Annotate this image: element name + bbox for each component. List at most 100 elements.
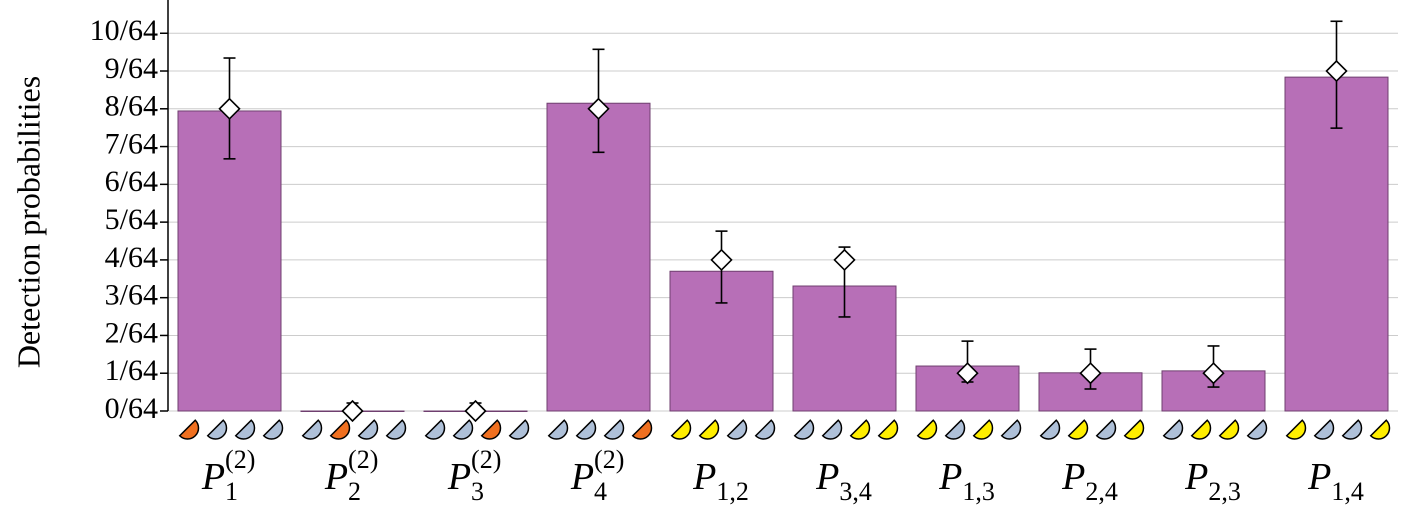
category-subscript: 2 (348, 477, 361, 506)
detector-icon (754, 419, 776, 440)
detector-icon (916, 419, 938, 440)
category-subscript: 1,4 (1331, 477, 1364, 506)
category-subscript: 1 (225, 477, 238, 506)
detector-icon (329, 419, 351, 440)
category-subscript: 4 (594, 477, 607, 506)
theory-marker (710, 248, 733, 272)
detector-icon (1369, 419, 1391, 440)
x-tick-label: P4 (2) (570, 445, 625, 506)
theory-marker (833, 248, 856, 272)
category-base: P (815, 456, 839, 498)
detector-icon (1313, 419, 1335, 440)
y-axis-title: Detection probabilities (10, 76, 46, 368)
x-tick-label: P1,4 (1307, 456, 1364, 506)
category-base: P (1061, 456, 1085, 498)
category-base: P (324, 456, 348, 498)
category-superscript: (2) (348, 445, 378, 474)
detector-icon (424, 419, 446, 440)
category-base: P (692, 456, 716, 498)
detector-icon (547, 419, 569, 440)
detector-icon (877, 419, 899, 440)
theory-marker (1079, 362, 1102, 385)
category-base: P (938, 456, 962, 498)
category-superscript: (2) (594, 445, 624, 474)
y-tick-label: 1/64 (105, 354, 158, 387)
detector-icon (1095, 419, 1117, 440)
detector-icon (385, 419, 407, 440)
detector-icon (1285, 419, 1307, 440)
bar (546, 102, 651, 412)
detector-icon (206, 419, 228, 440)
category-subscript: 2,3 (1208, 477, 1241, 506)
detector-icon (1246, 419, 1268, 440)
theory-marker (587, 97, 610, 120)
category-subscript: 1,2 (716, 477, 749, 506)
y-tick-label: 6/64 (105, 165, 158, 198)
detector-icon (301, 419, 323, 440)
category-base: P (1307, 456, 1331, 498)
detector-icon (726, 419, 748, 440)
category-base: P (1184, 456, 1208, 498)
detector-icon (631, 419, 653, 440)
category-subscript: 3,4 (839, 477, 872, 506)
category-subscript: 2,4 (1085, 477, 1118, 506)
detector-icon (262, 419, 284, 440)
detector-icon (849, 419, 871, 440)
category-base: P (447, 456, 471, 498)
category-subscript: 1,3 (962, 477, 995, 506)
x-tick-label: P3 (2) (447, 445, 502, 506)
detector-icon (603, 419, 625, 440)
theory-marker (1325, 59, 1348, 83)
x-tick-label: P2,4 (1061, 456, 1118, 506)
category-subscript: 3 (471, 477, 484, 506)
category-base: P (201, 456, 225, 498)
detector-icon (357, 419, 379, 440)
y-tick-label: 8/64 (105, 90, 158, 123)
theory-marker (956, 362, 979, 385)
x-tick-label: P2,3 (1184, 456, 1241, 506)
detector-icon (670, 419, 692, 440)
y-tick-label: 3/64 (105, 279, 158, 312)
detector-icon (452, 419, 474, 440)
detector-icon (972, 419, 994, 440)
detector-icon (793, 419, 815, 440)
category-superscript: (2) (471, 445, 501, 474)
y-tick-label: 7/64 (105, 127, 158, 160)
category-superscript: (2) (225, 445, 255, 474)
detector-icon (1162, 419, 1184, 440)
detector-icon (575, 419, 597, 440)
y-tick-label: 2/64 (105, 316, 158, 349)
y-tick-label: 5/64 (105, 203, 158, 236)
detector-icon (944, 419, 966, 440)
theory-marker (1202, 362, 1225, 385)
bar (177, 110, 282, 412)
x-tick-label: P1,3 (938, 456, 995, 506)
x-tick-label: P2 (2) (324, 445, 379, 506)
detector-icon (1123, 419, 1145, 440)
theory-marker (341, 399, 364, 423)
theory-marker (218, 97, 241, 120)
x-tick-label: P1 (2) (201, 445, 256, 506)
x-tick-label: P3,4 (815, 456, 872, 506)
detector-icon (1218, 419, 1240, 440)
y-tick-label: 9/64 (105, 52, 158, 85)
detector-icon (1190, 419, 1212, 440)
detector-icon (178, 419, 200, 440)
detector-icon (1039, 419, 1061, 440)
y-tick-label: 4/64 (105, 241, 158, 274)
theory-marker (464, 399, 487, 423)
detector-icon (821, 419, 843, 440)
detector-icon (1067, 419, 1089, 440)
detector-icon (508, 419, 530, 440)
category-base: P (570, 456, 594, 498)
detector-icon (480, 419, 502, 440)
bar (1284, 76, 1389, 412)
detector-icon (1000, 419, 1022, 440)
detector-icon (1341, 419, 1363, 440)
detector-icon (698, 419, 720, 440)
y-tick-label: 0/64 (105, 392, 158, 425)
detector-icon (234, 419, 256, 440)
x-tick-label: P1,2 (692, 456, 749, 506)
y-tick-label: 10/64 (90, 14, 158, 47)
